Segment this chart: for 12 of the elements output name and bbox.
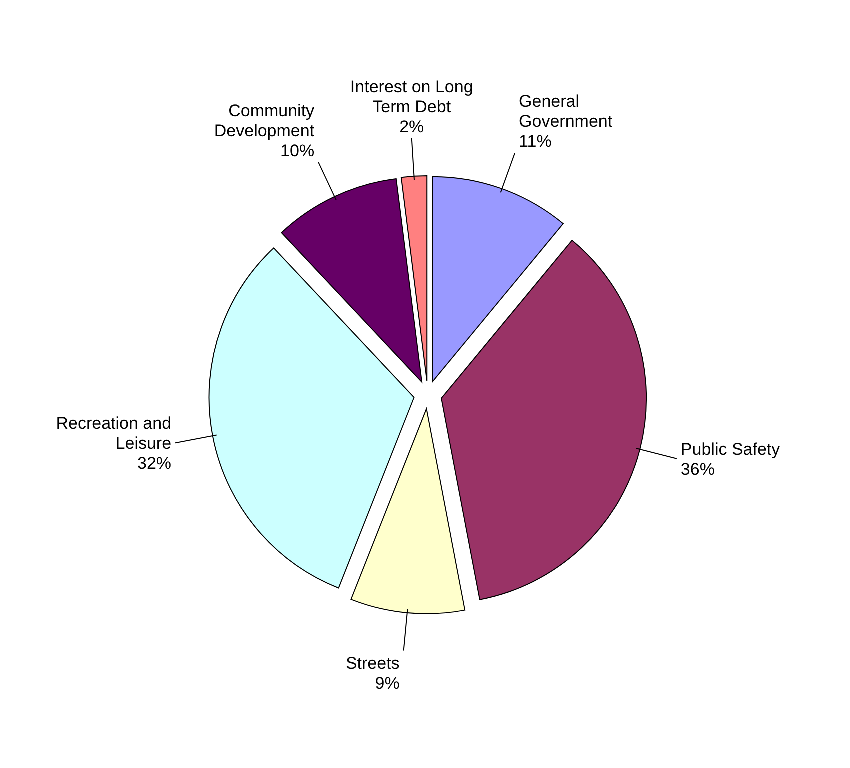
data-label: 32%	[138, 454, 172, 474]
data-label: 2%	[400, 118, 424, 137]
slice-label: General Government	[519, 92, 613, 132]
data-label: 36%	[680, 460, 715, 479]
data-label: 9%	[375, 674, 400, 693]
slice-label: Public Safety	[680, 440, 781, 459]
slice-label: Recreation and Leisure	[56, 414, 172, 454]
data-label: 11%	[519, 132, 552, 152]
slice-label: Streets	[346, 654, 400, 673]
slice-label: Interest on Long Term Debt	[350, 78, 474, 117]
data-label: 10%	[280, 141, 315, 160]
slice-label: Community Development	[214, 101, 316, 140]
